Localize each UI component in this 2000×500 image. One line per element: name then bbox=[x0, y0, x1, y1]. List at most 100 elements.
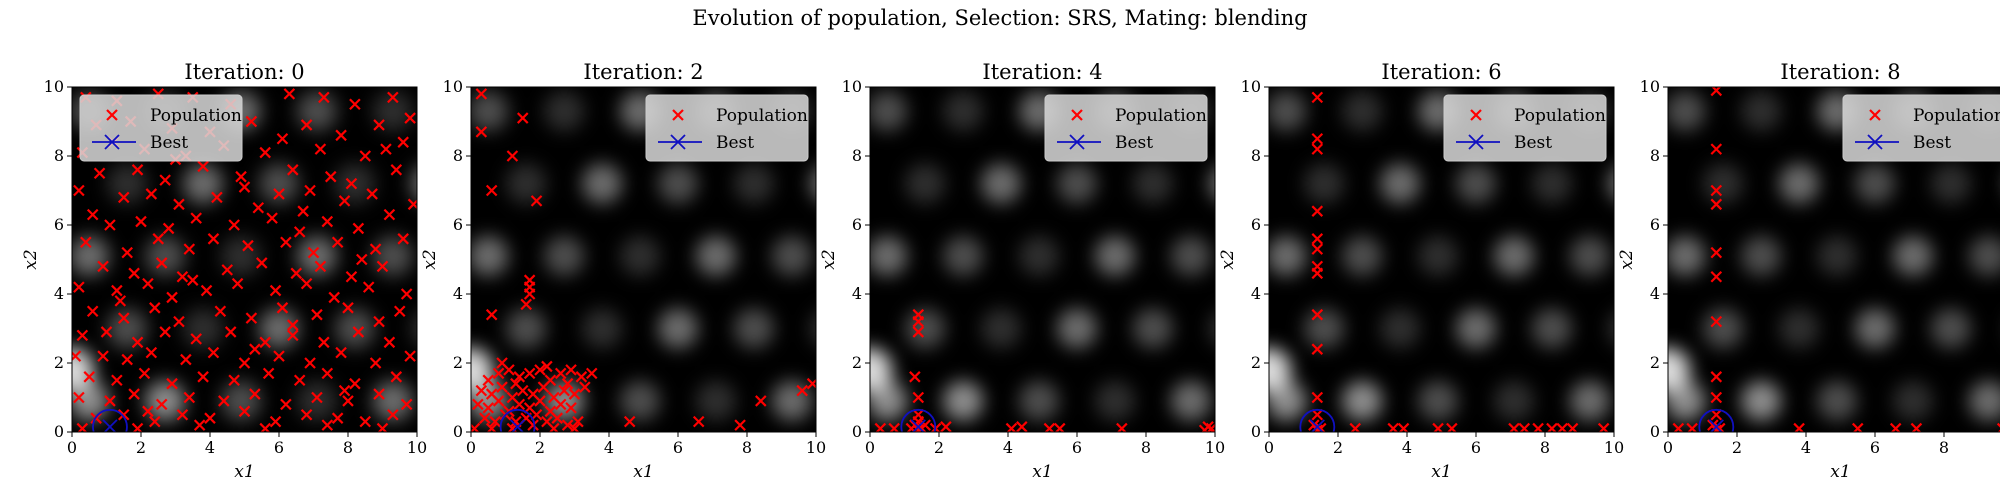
landscape-bump bbox=[695, 236, 736, 277]
landscape-bump bbox=[1779, 308, 1820, 349]
landscape-bump bbox=[582, 308, 623, 349]
population-point bbox=[128, 388, 140, 400]
population-point bbox=[373, 119, 385, 131]
landscape-bump bbox=[107, 163, 148, 204]
population-point bbox=[1308, 419, 1320, 431]
population-point bbox=[104, 219, 116, 231]
x-tick-label: 2 bbox=[535, 438, 545, 457]
population-point bbox=[331, 236, 344, 249]
subplot-title: Iteration: 2 bbox=[583, 60, 703, 84]
legend-population-marker bbox=[1869, 109, 1881, 121]
x-tick-label: 4 bbox=[604, 438, 614, 457]
subplot-iteration-2: 0 2 4 6 8 10 0 2 4 6 8 10 Iteration: 2 x1 x2 Population… bbox=[420, 60, 826, 482]
landscape-bump bbox=[1855, 308, 1895, 349]
population-point bbox=[342, 395, 354, 407]
y-tick-label: 0 bbox=[1251, 422, 1261, 441]
population-point bbox=[111, 374, 123, 387]
population-point bbox=[1710, 408, 1723, 421]
landscape-bump bbox=[1968, 236, 2000, 277]
landscape-bump bbox=[1531, 308, 1572, 349]
population-point bbox=[128, 267, 140, 280]
population-point bbox=[73, 281, 85, 293]
plot-frame bbox=[71, 86, 418, 433]
landscape-bump bbox=[183, 308, 224, 349]
population-point bbox=[369, 357, 382, 369]
population-point bbox=[321, 419, 334, 431]
population-point bbox=[479, 412, 491, 424]
population-point bbox=[1710, 246, 1723, 259]
landscape-bump bbox=[72, 380, 110, 421]
population-point bbox=[349, 98, 361, 111]
population-point bbox=[383, 208, 396, 221]
landscape-bump bbox=[1668, 380, 1706, 421]
population-point bbox=[359, 415, 372, 428]
landscape-bump bbox=[410, 169, 417, 199]
population-point bbox=[1311, 233, 1324, 245]
population-point bbox=[366, 188, 378, 200]
population-point bbox=[475, 384, 488, 397]
landscape-bump bbox=[1418, 380, 1459, 421]
population-point bbox=[345, 270, 358, 283]
population-point bbox=[397, 233, 409, 245]
population-point bbox=[554, 367, 567, 380]
population-point bbox=[1016, 421, 1028, 432]
landscape-bump bbox=[1342, 91, 1383, 132]
legend-population-marker bbox=[1470, 109, 1482, 121]
landscape-bump bbox=[620, 380, 661, 421]
population-point bbox=[155, 398, 168, 411]
population-point bbox=[80, 236, 92, 249]
population-point bbox=[176, 270, 189, 283]
population-point bbox=[489, 415, 501, 428]
population-point bbox=[352, 222, 365, 235]
legend-population-label: Population bbox=[716, 106, 808, 126]
population-point bbox=[190, 333, 202, 345]
landscape-bump bbox=[1132, 163, 1173, 204]
landscape-bump bbox=[296, 380, 337, 421]
y-tick-label: 6 bbox=[453, 215, 463, 234]
population-point bbox=[516, 112, 529, 124]
population-point bbox=[380, 143, 392, 155]
population-point bbox=[404, 112, 416, 124]
legend-best-marker bbox=[1468, 134, 1484, 150]
landscape-bump bbox=[1269, 236, 1307, 277]
population-point bbox=[1311, 267, 1324, 280]
plot-frame bbox=[869, 86, 1216, 433]
landscape-bump bbox=[506, 308, 547, 349]
y-tick-label: 8 bbox=[1650, 146, 1660, 165]
population-point bbox=[97, 260, 109, 273]
population-point bbox=[145, 188, 158, 200]
population-point bbox=[152, 233, 165, 245]
population-point bbox=[207, 346, 220, 359]
x-tick-label: 6 bbox=[1471, 438, 1481, 457]
population-point bbox=[342, 302, 354, 314]
plot-frame bbox=[1268, 86, 1615, 433]
best-circle bbox=[900, 408, 937, 432]
y-tick-label: 2 bbox=[453, 353, 463, 372]
population-point bbox=[1710, 315, 1723, 328]
x-tick-label: 8 bbox=[1141, 438, 1151, 457]
landscape-bump bbox=[1342, 236, 1383, 277]
x-tick-label: 6 bbox=[274, 438, 284, 457]
population-point bbox=[155, 257, 168, 269]
y-tick-label: 6 bbox=[54, 215, 64, 234]
population-point bbox=[496, 381, 508, 393]
population-point bbox=[485, 308, 498, 321]
landscape-bump bbox=[1607, 314, 1614, 343]
population-point bbox=[492, 395, 505, 407]
legend-best-marker bbox=[670, 134, 686, 150]
population-point bbox=[190, 212, 202, 224]
population-point bbox=[537, 381, 550, 393]
x-tick-label: 10 bbox=[407, 438, 427, 457]
population-point bbox=[238, 357, 251, 369]
best-point bbox=[102, 419, 118, 432]
population-point bbox=[280, 398, 292, 411]
population-point bbox=[338, 195, 351, 207]
population-point bbox=[76, 329, 89, 342]
population-point bbox=[304, 184, 316, 197]
x-tick-label: 0 bbox=[466, 438, 476, 457]
population-point bbox=[485, 184, 498, 197]
population-point bbox=[245, 115, 258, 128]
legend-best-marker bbox=[1867, 134, 1883, 150]
legend-best-label: Best bbox=[1514, 133, 1552, 153]
population-point bbox=[273, 188, 285, 200]
